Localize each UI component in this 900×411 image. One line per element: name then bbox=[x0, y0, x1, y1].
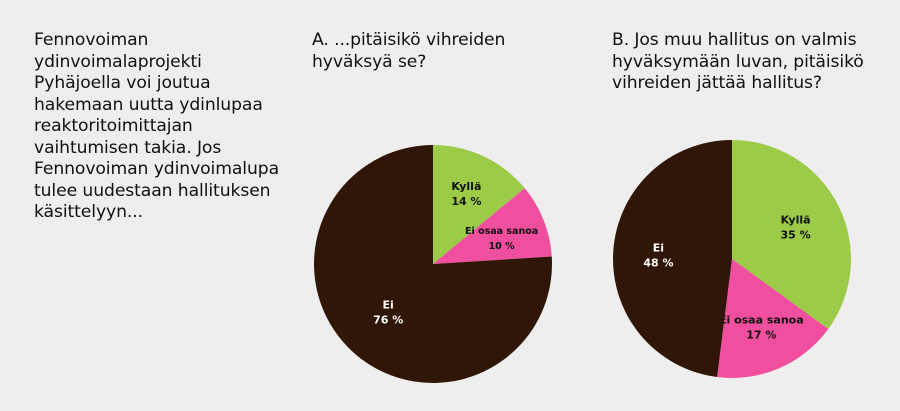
pie-chart-a: Kyllä 14 % Ei osaa sanoa 10 % Ei 76 % bbox=[314, 145, 553, 383]
pie-b-value-label-2: 48 % bbox=[643, 256, 673, 269]
pie-a-value-label-2: 76 % bbox=[373, 314, 403, 327]
pie-a-slice-0 bbox=[433, 145, 525, 264]
intro-text: Fennovoiman ydinvoimalaprojekti Pyhäjoel… bbox=[34, 30, 280, 222]
pie-a-slice-2 bbox=[314, 145, 553, 383]
pie-a-value-label-1: 10 % bbox=[489, 241, 516, 252]
chart-a-title: A. ...pitäisikö vihreiden hyväksyä se? bbox=[312, 30, 506, 72]
pie-b-slice-0 bbox=[732, 140, 851, 329]
pie-chart-b: Kyllä 35 % Ei osaa sanoa 17 % Ei 48 % bbox=[613, 140, 851, 378]
pie-b-label-0: Kyllä bbox=[781, 214, 811, 227]
pie-b-value-label-0: 35 % bbox=[781, 229, 811, 242]
pie-b-label-2: Ei bbox=[653, 241, 664, 254]
pie-a-value-label-0: 14 % bbox=[451, 195, 481, 208]
pie-b-slice-2 bbox=[613, 140, 732, 378]
pie-a-slice-1 bbox=[433, 188, 552, 264]
pie-b-slice-1 bbox=[717, 259, 829, 378]
pie-b-label-1: Ei osaa sanoa bbox=[719, 314, 804, 327]
pie-b-value-label-1: 17 % bbox=[746, 329, 776, 342]
chart-b-title: B. Jos muu hallitus on valmis hyväksymää… bbox=[612, 30, 864, 93]
pie-a-label-2: Ei bbox=[383, 299, 394, 312]
pie-a-label-1: Ei osaa sanoa bbox=[465, 226, 538, 237]
pie-a-label-0: Kyllä bbox=[451, 180, 481, 193]
